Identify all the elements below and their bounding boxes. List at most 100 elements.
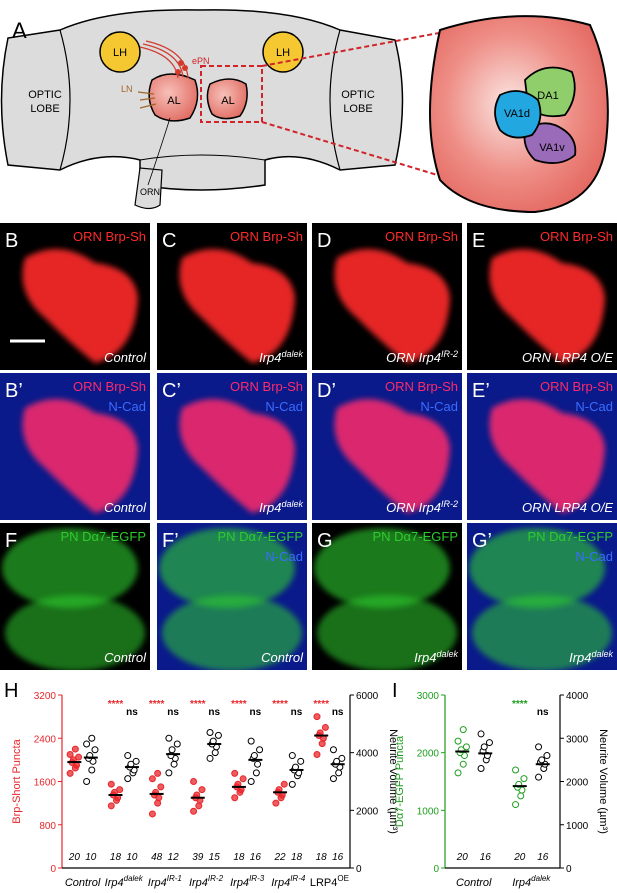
panel-letter: B’ <box>5 380 23 402</box>
genotype-label: ORN Irp4IR-2 <box>386 349 458 365</box>
stain-label: ORN Brp-Sh <box>540 229 613 244</box>
significance-label: ns <box>208 707 220 718</box>
genotype: ORN LRP4 O/E <box>522 500 613 515</box>
brain-diagram: A LH LH OPTIC LOBE OPTIC LOBE AL AL ePN … <box>0 9 609 214</box>
ln <box>137 91 157 109</box>
significance-label: ns <box>332 707 344 718</box>
data-point <box>239 775 247 783</box>
data-point <box>313 713 321 721</box>
category: Irp4 <box>512 877 531 889</box>
blob <box>334 249 450 363</box>
category: Control <box>456 877 492 889</box>
category-sup: IR-1 <box>167 874 182 883</box>
genotype-sup: dalek <box>591 649 613 659</box>
significance-label: **** <box>190 699 206 710</box>
n-label: 18 <box>233 852 245 863</box>
category: Irp4 <box>148 877 167 889</box>
stain-label: N-Cad <box>265 399 303 414</box>
data-point <box>288 752 296 760</box>
y2-tick-label: 0 <box>566 864 572 875</box>
data-point <box>512 801 520 809</box>
category: Irp4 <box>189 877 208 889</box>
stain-label: ORN Brp-Sh <box>73 229 146 244</box>
micrograph: G PN Dα7-EGFP Irp4dalek <box>312 523 462 670</box>
data-point <box>91 746 99 754</box>
genotype-label: Irp4dalek <box>259 499 303 515</box>
stain-label: ORN Brp-Sh <box>73 379 146 394</box>
panel-letter: D’ <box>317 380 336 402</box>
epn-soma <box>182 65 188 71</box>
micrograph: D’ ORN Brp-Sh N-Cad ORN Irp4IR-2 <box>312 373 462 520</box>
panel-letter: B <box>5 230 18 252</box>
significance-label: ns <box>537 707 549 718</box>
data-point <box>165 769 173 777</box>
orn-label: ORN <box>140 187 160 197</box>
y-tick-label: 1600 <box>34 778 57 789</box>
lh-left <box>99 31 141 73</box>
n-label: 10 <box>126 852 138 863</box>
blob <box>2 528 138 608</box>
n-label: 48 <box>151 852 163 863</box>
zoom-line <box>261 29 456 67</box>
orn-axon <box>147 117 171 186</box>
data-point <box>231 769 239 777</box>
stain-label: N-Cad <box>420 399 458 414</box>
stain-label: N-Cad <box>575 549 613 564</box>
genotype-sup: dalek <box>281 349 303 359</box>
n-label: 16 <box>537 852 549 863</box>
data-point <box>71 745 79 753</box>
data-point <box>154 769 162 777</box>
panel-letter: G’ <box>472 530 492 552</box>
data-point <box>132 757 140 765</box>
data-point <box>280 780 288 788</box>
glomerulus-label: VA1d <box>504 108 530 120</box>
optic-label: LOBE <box>343 103 372 115</box>
category-sup: dalek <box>124 874 144 883</box>
data-point <box>256 746 264 754</box>
optic-label: OPTIC <box>341 89 375 101</box>
genotype: Control <box>104 350 147 365</box>
genotype: Irp4 <box>259 350 281 365</box>
data-point <box>329 775 337 783</box>
genotype-label: ORN Irp4IR-2 <box>386 499 458 515</box>
al-label: AL <box>221 95 234 107</box>
y-tick-label: 3200 <box>34 691 57 702</box>
x-tick-label: Control <box>65 877 101 889</box>
x-tick-label: Irp4IR-4 <box>271 874 306 889</box>
genotype-sup: dalek <box>436 649 458 659</box>
stain-label: N-Cad <box>575 399 613 414</box>
genotype-label: Control <box>104 350 147 365</box>
significance-label: ns <box>291 707 303 718</box>
significance-label: ns <box>167 707 179 718</box>
genotype-label: Irp4dalek <box>569 649 613 665</box>
significance-label: **** <box>512 699 528 710</box>
y2-tick-label: 6000 <box>356 691 379 702</box>
n-label: 20 <box>68 852 81 863</box>
data-point <box>173 740 181 748</box>
micrograph-image <box>467 373 617 520</box>
blob <box>469 528 605 608</box>
n-label: 18 <box>316 852 328 863</box>
data-point <box>543 752 551 760</box>
stain-label: ORN Brp-Sh <box>230 229 303 244</box>
n-label: 18 <box>110 852 122 863</box>
panel-letter: D <box>317 230 331 252</box>
category: Irp4 <box>105 877 124 889</box>
genotype: Control <box>104 650 147 665</box>
data-point <box>247 778 255 785</box>
blob <box>334 399 450 513</box>
data-point <box>454 769 462 777</box>
data-point <box>190 807 198 815</box>
data-point <box>297 757 305 765</box>
x-tick-label: Irp4IR-1 <box>148 874 182 889</box>
n-label: 16 <box>480 852 492 863</box>
genotype-label: Control <box>261 650 304 665</box>
category: Control <box>65 877 101 889</box>
y2-tick-label: 4000 <box>356 749 379 760</box>
blob <box>5 595 145 670</box>
y-tick-label: 2000 <box>417 749 440 760</box>
panel-letter: H <box>4 680 18 702</box>
genotype-label: Irp4dalek <box>414 649 458 665</box>
category: Irp4 <box>230 877 249 889</box>
significance-label: **** <box>231 699 247 710</box>
